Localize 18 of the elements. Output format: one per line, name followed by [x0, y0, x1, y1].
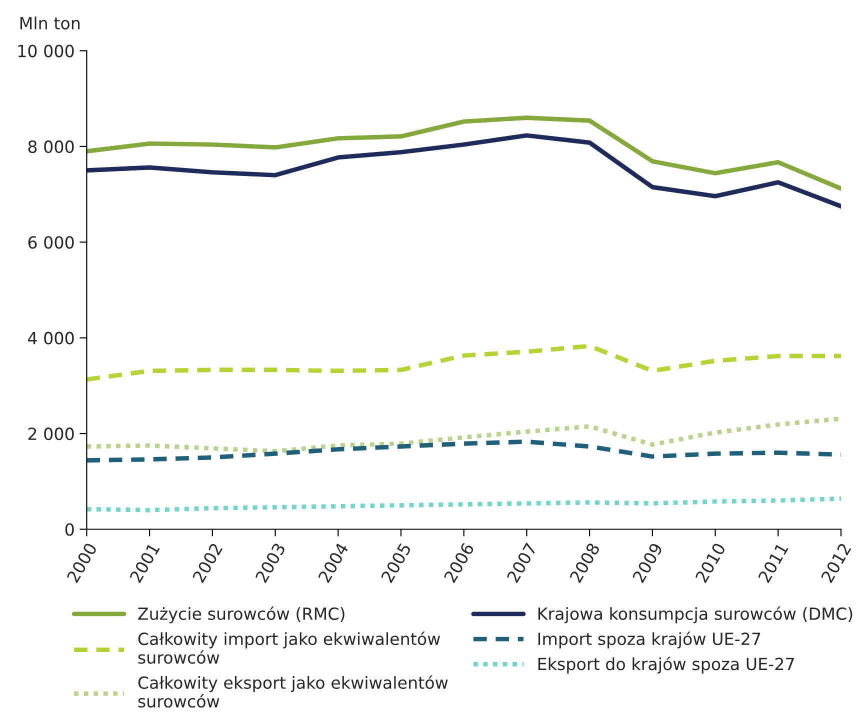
legend-label: Import spoza krajów UE-27	[538, 632, 760, 648]
legend-label: Krajowa konsumpcja surowców (DMC)	[538, 606, 852, 624]
line-series	[86, 496, 841, 512]
line-series	[86, 133, 841, 208]
y-tick-label: 8 000	[28, 140, 74, 154]
y-tick-label: 4 000	[28, 332, 74, 344]
legend-label: Całkowity eksport jako ekwiwalentów surowców	[138, 675, 448, 708]
legend-label: Eksport do krajów spoza UE-27	[538, 656, 794, 674]
line-series	[86, 116, 841, 191]
y-tick-label: 6 000	[28, 236, 74, 249]
y-tick-label: 0	[65, 523, 74, 536]
y-tick-label: 2 000	[28, 428, 74, 440]
line-series	[86, 344, 841, 382]
line-series	[86, 416, 841, 454]
y-axis-title: Mln ton	[20, 16, 80, 30]
legend-label: Zużycie surowców (RMC)	[138, 606, 344, 624]
legend-label: Całkowity import jako ekwiwalentów surowców	[138, 632, 440, 664]
y-tick-label: 10 000	[18, 44, 74, 58]
